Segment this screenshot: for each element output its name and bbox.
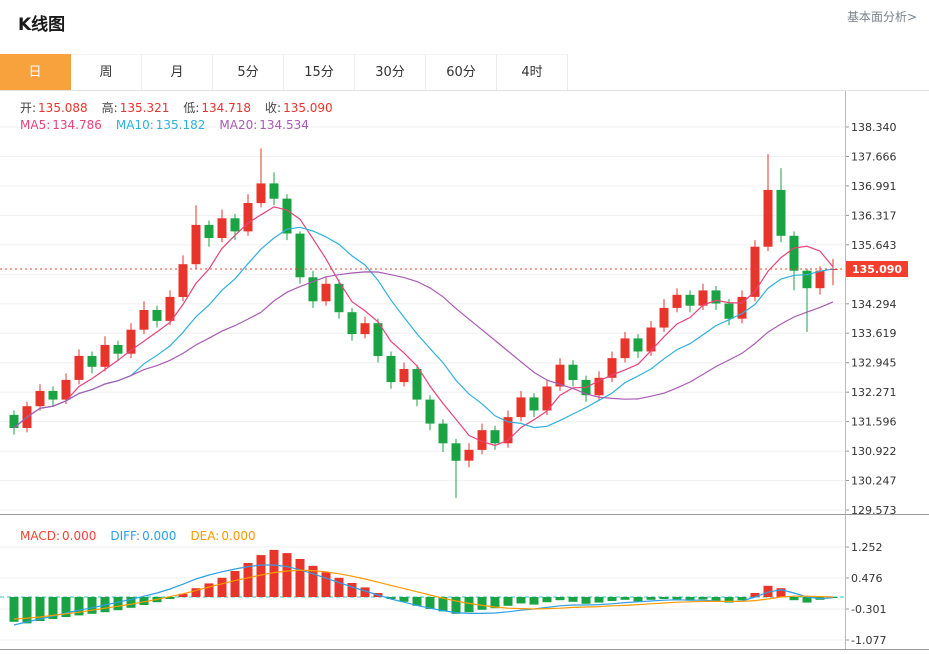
legend-item: 开: 135.088	[20, 99, 88, 116]
tab-timeframe-0[interactable]: 日	[0, 54, 71, 90]
legend-item: MA5: 134.786	[20, 118, 102, 132]
legend-item: MACD: 0.000	[20, 529, 96, 543]
diff-line	[13, 564, 834, 626]
legend-value: 135.090	[283, 101, 333, 115]
svg-text:132.271: 132.271	[851, 386, 897, 399]
legend-value: 135.321	[119, 101, 170, 115]
macd-gridlines	[0, 546, 849, 641]
legend-label: MA10:	[115, 118, 154, 132]
current-price-tag: 135.090	[846, 261, 908, 277]
svg-text:130.247: 130.247	[851, 475, 897, 488]
ma-legend: MA5: 134.786 MA10: 135.182 MA20: 134.534	[20, 118, 323, 132]
legend-item: DIFF: 0.000	[110, 529, 176, 543]
candles	[9, 148, 838, 498]
svg-text:135.090: 135.090	[852, 263, 902, 276]
candlestick-chart[interactable]: 138.340 137.666 136.991 136.317 135.643 134.2…	[0, 91, 929, 515]
macd-histogram	[9, 549, 838, 624]
legend-label: 收:	[265, 101, 282, 115]
tab-timeframe-1[interactable]: 周	[71, 54, 142, 90]
svg-text:136.317: 136.317	[851, 209, 897, 222]
legend-item: MA20: 134.534	[219, 118, 309, 132]
tab-timeframe-6[interactable]: 60分	[426, 54, 497, 90]
tab-timeframe-5[interactable]: 30分	[355, 54, 426, 90]
ma20-line	[13, 271, 834, 429]
svg-text:130.922: 130.922	[851, 445, 897, 458]
tab-timeframe-7[interactable]: 4时	[497, 54, 568, 90]
header: K线图 基本面分析>	[0, 0, 929, 54]
tab-timeframe-2[interactable]: 月	[142, 54, 213, 90]
legend-value: 0.000	[62, 529, 97, 543]
legend-label: 低:	[183, 101, 200, 115]
chart-area: 138.340 137.666 136.991 136.317 135.643 134.2…	[0, 91, 929, 654]
legend-value: 134.534	[259, 118, 309, 132]
legend-value: 0.000	[142, 529, 177, 543]
ma5-line	[13, 206, 834, 447]
legend-item: MA10: 135.182	[116, 118, 206, 132]
legend-item: 收: 135.090	[265, 99, 333, 116]
timeframe-tabs: 日周月 5分 15分 30分 60分 4时	[0, 54, 929, 91]
legend-item: 高: 135.321	[102, 99, 170, 116]
legend-label: DEA:	[190, 529, 220, 543]
legend-value: 135.088	[38, 101, 88, 115]
svg-text:137.666: 137.666	[851, 150, 897, 163]
legend-value: 134.786	[52, 118, 102, 132]
legend-item: 低: 134.718	[183, 99, 251, 116]
legend-label: MACD:	[20, 529, 61, 543]
svg-text:-1.077: -1.077	[851, 634, 886, 647]
svg-text:1.252: 1.252	[851, 541, 883, 554]
price-gridlines	[0, 126, 849, 511]
svg-text:0.476: 0.476	[851, 572, 883, 585]
svg-text:138.340: 138.340	[851, 121, 897, 134]
svg-text:129.573: 129.573	[851, 504, 897, 515]
dea-line	[13, 569, 834, 620]
ma10-line	[13, 226, 834, 429]
svg-text:134.294: 134.294	[851, 298, 897, 311]
legend-value: 135.182	[155, 118, 206, 132]
legend-item: DEA: 0.000	[190, 529, 255, 543]
svg-text:-0.301: -0.301	[851, 603, 886, 616]
macd-legend: MACD: 0.000 DIFF: 0.000 DEA: 0.000	[20, 529, 270, 543]
tab-timeframe-3[interactable]: 5分	[213, 54, 284, 90]
macd-chart[interactable]: 1.252 0.476 -0.301 -1.077	[0, 515, 929, 654]
legend-label: DIFF:	[110, 529, 141, 543]
svg-text:131.596: 131.596	[851, 416, 897, 429]
legend-label: MA5:	[20, 118, 51, 132]
price-axis-labels: 138.340 137.666 136.991 136.317 135.643 134.2…	[851, 121, 897, 515]
legend-label: MA20:	[219, 118, 258, 132]
fundamental-analysis-link[interactable]: 基本面分析>	[846, 10, 917, 24]
page-title: K线图	[18, 15, 66, 35]
svg-text:132.945: 132.945	[851, 357, 897, 370]
ohlc-legend: 开: 135.088 高: 135.321 低: 134.718 收: 135.090	[20, 99, 347, 116]
svg-text:133.619: 133.619	[851, 327, 897, 340]
svg-text:135.643: 135.643	[851, 239, 897, 252]
tab-timeframe-4[interactable]: 15分	[284, 54, 355, 90]
legend-value: 134.718	[201, 101, 252, 115]
legend-label: 高:	[101, 101, 118, 115]
legend-label: 开:	[20, 101, 37, 115]
legend-value: 0.000	[221, 529, 256, 543]
svg-text:136.991: 136.991	[851, 180, 897, 193]
